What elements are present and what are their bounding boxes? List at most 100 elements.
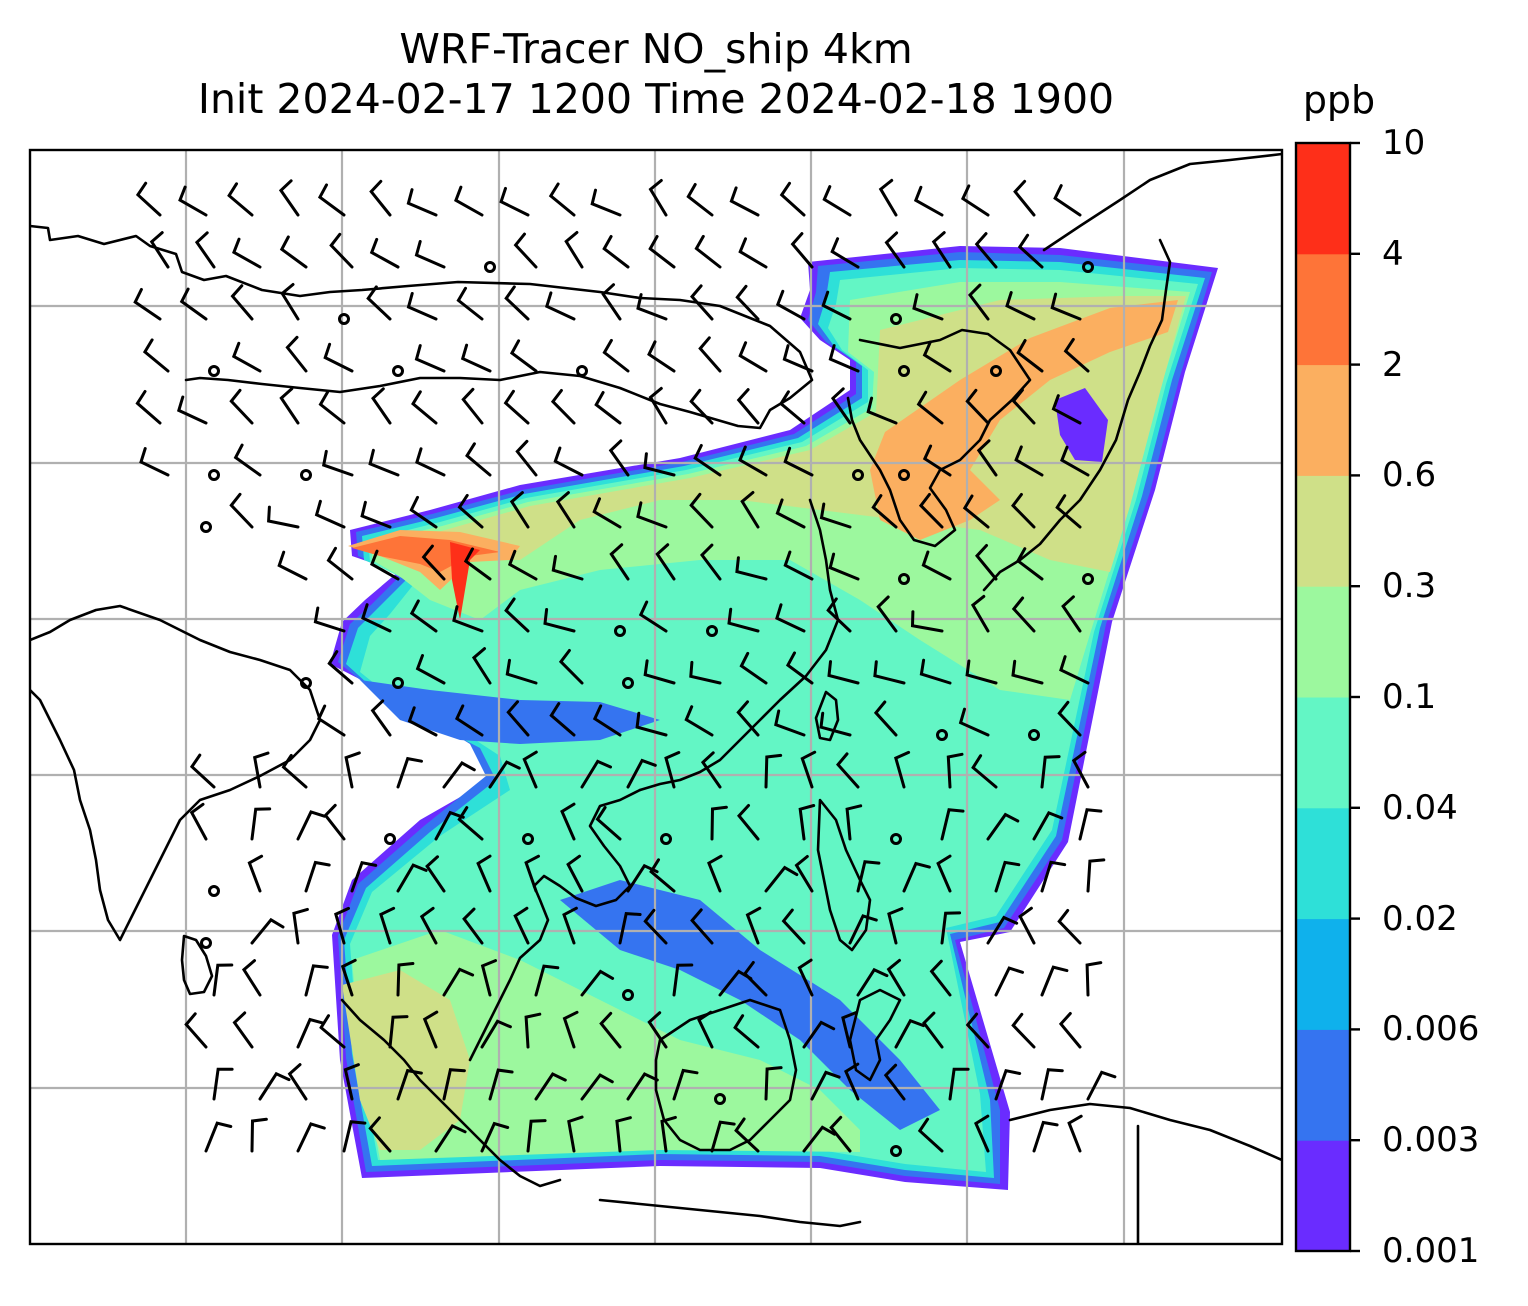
wind-barb bbox=[965, 659, 998, 685]
field-purple-island bbox=[1055, 388, 1108, 462]
wind-barb bbox=[278, 179, 300, 217]
wind-barb bbox=[1032, 811, 1064, 841]
wind-barb bbox=[504, 285, 530, 321]
wind-barb bbox=[370, 699, 392, 737]
wind-barb bbox=[826, 597, 852, 633]
wind-barb bbox=[710, 1120, 736, 1153]
wind-barb bbox=[994, 860, 1021, 893]
wind-barb bbox=[323, 803, 346, 841]
wind-barb bbox=[465, 442, 492, 477]
wind-calm-marker bbox=[890, 313, 902, 325]
colorbar-tick-label: 10 bbox=[1382, 123, 1426, 163]
wind-barb bbox=[379, 906, 396, 945]
wind-barb bbox=[700, 751, 722, 789]
wind-barb bbox=[304, 964, 329, 997]
wind-barb bbox=[636, 501, 668, 529]
wind-barb bbox=[733, 1014, 760, 1049]
wind-barb bbox=[488, 760, 521, 789]
wind-barb bbox=[1011, 596, 1036, 633]
coast-taiwan bbox=[814, 690, 840, 742]
wind-barb bbox=[281, 753, 308, 789]
wind-barb bbox=[409, 495, 438, 529]
wind-barb bbox=[775, 289, 806, 321]
wind-barb bbox=[1057, 908, 1082, 945]
wind-calm-marker bbox=[392, 365, 404, 377]
wind-barb bbox=[958, 707, 990, 737]
wind-barb bbox=[279, 235, 308, 269]
wind-barb bbox=[233, 443, 262, 477]
wind-barb bbox=[965, 388, 990, 425]
wind-barb bbox=[280, 283, 300, 321]
wind-barb bbox=[509, 339, 538, 373]
wind-barb bbox=[360, 500, 392, 529]
wind-barb bbox=[296, 1122, 326, 1153]
wind-barb bbox=[1014, 445, 1044, 477]
wind-barb bbox=[526, 1119, 547, 1153]
colorbar-tick-label: 0.04 bbox=[1382, 787, 1458, 828]
colorbar-segment bbox=[1296, 586, 1350, 698]
wind-barb bbox=[250, 807, 272, 841]
wind-barb bbox=[314, 499, 346, 529]
wind-barb bbox=[638, 600, 668, 633]
wind-barb bbox=[912, 293, 944, 321]
wind-calm-marker bbox=[852, 469, 864, 481]
field-level-01-south bbox=[352, 930, 860, 1160]
wind-barb bbox=[693, 444, 722, 477]
wind-barb bbox=[821, 290, 852, 321]
wind-barb bbox=[1011, 659, 1044, 685]
wind-barb bbox=[135, 181, 162, 217]
wind-barb bbox=[727, 607, 760, 633]
wind-barb bbox=[229, 388, 254, 425]
wind-barb bbox=[764, 1066, 783, 1101]
wind-barb bbox=[139, 447, 170, 477]
wind-barb bbox=[343, 1063, 360, 1101]
wind-barb bbox=[1051, 394, 1082, 425]
wind-barb bbox=[819, 711, 852, 737]
wind-barb bbox=[340, 958, 357, 997]
wind-barb bbox=[480, 1121, 510, 1153]
wind-barb bbox=[515, 439, 538, 477]
wind-barb bbox=[406, 188, 438, 217]
wind-barb bbox=[555, 491, 576, 529]
wind-barb bbox=[738, 445, 768, 477]
wind-barb bbox=[513, 906, 530, 945]
wind-barb bbox=[698, 336, 722, 373]
wind-barb bbox=[822, 185, 852, 217]
coast-indochina bbox=[468, 788, 642, 1062]
wind-barb bbox=[594, 391, 622, 425]
wind-barb bbox=[454, 185, 484, 217]
wind-barb bbox=[873, 700, 898, 737]
wind-barb bbox=[580, 759, 612, 789]
wind-barb bbox=[524, 854, 540, 893]
wind-barb bbox=[522, 750, 538, 789]
colorbar-tick-label: 0.02 bbox=[1382, 898, 1458, 939]
wind-barb bbox=[1016, 547, 1044, 581]
wind-barb bbox=[1063, 337, 1090, 373]
coast-srilanka bbox=[180, 934, 214, 996]
wind-barb bbox=[411, 390, 438, 425]
wind-barb bbox=[785, 651, 814, 685]
coastlines bbox=[30, 152, 1282, 1244]
colorbar-tick-label: 0.006 bbox=[1382, 1009, 1480, 1050]
wind-barb bbox=[913, 185, 944, 217]
wind-calm-marker bbox=[200, 937, 212, 949]
wind-barb bbox=[368, 448, 400, 477]
wind-barb bbox=[457, 806, 484, 841]
wind-barb bbox=[189, 753, 216, 789]
wind-barb bbox=[689, 388, 714, 425]
wind-barb bbox=[250, 1117, 268, 1153]
wind-barb bbox=[258, 1071, 291, 1101]
wind-barb bbox=[948, 1067, 970, 1101]
wind-calm-marker bbox=[300, 469, 312, 481]
wind-barb bbox=[592, 704, 622, 737]
wind-barb bbox=[647, 1011, 668, 1049]
wind-barb bbox=[734, 1117, 760, 1153]
wind-barb bbox=[558, 649, 584, 685]
wind-barb bbox=[626, 758, 657, 789]
wind-barb bbox=[609, 543, 630, 581]
wind-barb bbox=[602, 235, 630, 269]
wind-barb bbox=[781, 908, 806, 945]
wind-barb bbox=[929, 959, 952, 997]
wind-barb bbox=[409, 599, 438, 633]
wind-barb bbox=[551, 554, 584, 581]
